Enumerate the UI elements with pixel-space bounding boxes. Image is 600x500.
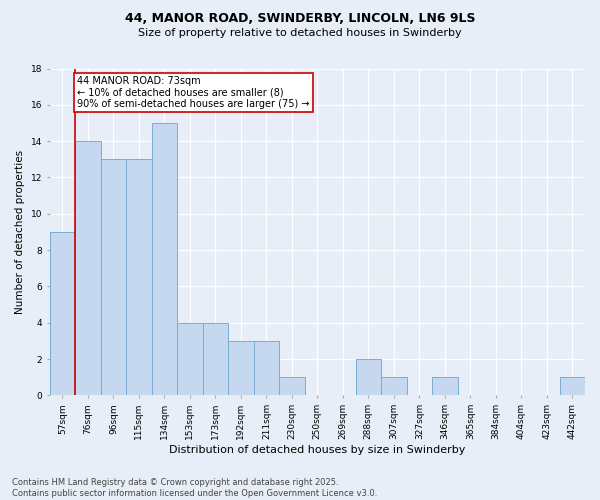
Text: 44 MANOR ROAD: 73sqm
← 10% of detached houses are smaller (8)
90% of semi-detach: 44 MANOR ROAD: 73sqm ← 10% of detached h…: [77, 76, 310, 109]
Bar: [560, 378, 585, 396]
Bar: [126, 160, 152, 396]
Bar: [177, 323, 203, 396]
Bar: [432, 378, 458, 396]
Bar: [381, 378, 407, 396]
Bar: [254, 341, 279, 396]
Bar: [203, 323, 228, 396]
Bar: [228, 341, 254, 396]
Text: Contains HM Land Registry data © Crown copyright and database right 2025.
Contai: Contains HM Land Registry data © Crown c…: [12, 478, 377, 498]
Bar: [356, 359, 381, 396]
Bar: [50, 232, 75, 396]
Bar: [101, 160, 126, 396]
Bar: [152, 123, 177, 396]
Text: 44, MANOR ROAD, SWINDERBY, LINCOLN, LN6 9LS: 44, MANOR ROAD, SWINDERBY, LINCOLN, LN6 …: [125, 12, 475, 26]
Text: Size of property relative to detached houses in Swinderby: Size of property relative to detached ho…: [138, 28, 462, 38]
Bar: [75, 141, 101, 396]
X-axis label: Distribution of detached houses by size in Swinderby: Distribution of detached houses by size …: [169, 445, 466, 455]
Y-axis label: Number of detached properties: Number of detached properties: [15, 150, 25, 314]
Bar: [279, 378, 305, 396]
